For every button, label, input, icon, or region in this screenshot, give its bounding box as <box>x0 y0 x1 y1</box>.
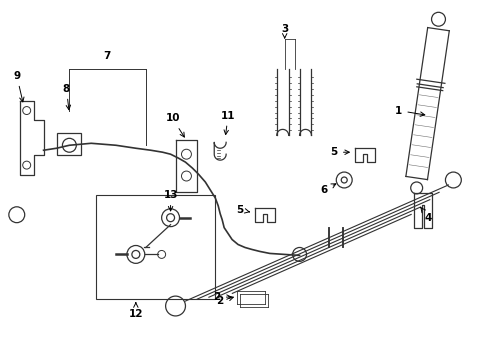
Text: 2: 2 <box>214 292 231 302</box>
Text: 10: 10 <box>165 113 184 137</box>
Text: 1: 1 <box>395 105 425 116</box>
Text: 13: 13 <box>163 190 178 211</box>
Text: 5: 5 <box>236 205 249 215</box>
Text: 12: 12 <box>128 303 143 319</box>
Text: 2: 2 <box>217 296 233 306</box>
Text: 4: 4 <box>421 208 432 223</box>
Text: 8: 8 <box>63 84 71 110</box>
Text: 9: 9 <box>13 71 24 102</box>
Bar <box>57 133 81 155</box>
Text: 5: 5 <box>331 147 349 157</box>
Text: 6: 6 <box>321 184 336 195</box>
Text: 11: 11 <box>221 111 235 135</box>
Bar <box>96 195 215 299</box>
Text: 7: 7 <box>103 51 111 61</box>
Text: 3: 3 <box>281 24 288 38</box>
